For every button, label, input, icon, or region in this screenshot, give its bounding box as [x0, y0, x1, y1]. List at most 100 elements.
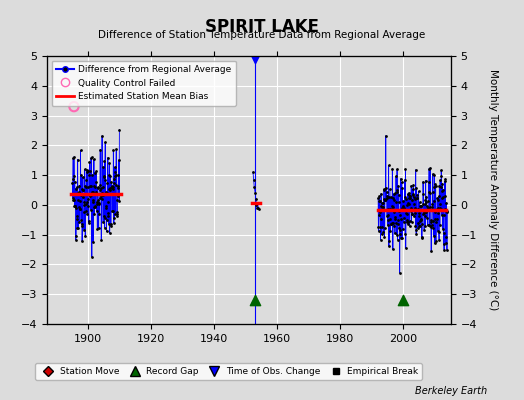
Point: [104, 172, 113, 178]
Point: [416, 218, 424, 224]
Point: [402, 202, 411, 208]
Point: [89, 239, 97, 245]
Point: [88, 154, 96, 160]
Point: [399, 198, 407, 204]
Point: [392, 189, 401, 196]
Point: [111, 172, 119, 179]
Point: [431, 240, 439, 247]
Point: [437, 167, 445, 174]
Point: [95, 200, 103, 206]
Point: [97, 190, 106, 196]
Point: [386, 228, 395, 234]
Point: [425, 190, 434, 196]
Point: [391, 214, 399, 220]
Point: [113, 193, 122, 200]
Point: [68, 180, 77, 186]
Point: [420, 208, 428, 214]
Point: [425, 204, 434, 210]
Point: [379, 196, 388, 202]
Point: [91, 204, 100, 210]
Point: [91, 170, 99, 176]
Point: [423, 205, 432, 212]
Point: [111, 168, 119, 175]
Point: [438, 180, 446, 187]
Point: [397, 216, 406, 222]
Point: [90, 183, 98, 189]
Point: [406, 195, 414, 202]
Point: [252, 202, 260, 208]
Point: [99, 219, 107, 226]
Point: [396, 227, 404, 233]
Point: [411, 205, 419, 212]
Point: [375, 193, 384, 200]
Point: [79, 186, 87, 193]
Point: [442, 208, 450, 214]
Point: [251, 190, 259, 196]
Point: [429, 218, 437, 225]
Point: [107, 179, 115, 185]
Point: [113, 211, 122, 217]
Point: [434, 193, 443, 200]
Point: [400, 205, 409, 211]
Point: [392, 232, 401, 238]
Point: [104, 154, 112, 161]
Point: [406, 223, 414, 230]
Point: [430, 172, 438, 178]
Point: [425, 222, 433, 228]
Point: [377, 203, 386, 209]
Point: [94, 191, 102, 198]
Point: [83, 211, 91, 218]
Point: [413, 195, 421, 201]
Point: [408, 211, 416, 217]
Point: [416, 202, 424, 209]
Point: [440, 212, 449, 219]
Point: [109, 208, 117, 215]
Point: [386, 186, 394, 192]
Point: [81, 183, 89, 190]
Point: [110, 180, 118, 186]
Point: [434, 197, 442, 204]
Point: [81, 233, 90, 240]
Point: [430, 216, 439, 222]
Point: [99, 192, 107, 198]
Point: [401, 231, 409, 238]
Point: [376, 198, 384, 204]
Point: [90, 156, 98, 162]
Point: [400, 214, 408, 221]
Point: [101, 215, 110, 221]
Point: [435, 237, 443, 243]
Point: [404, 220, 412, 227]
Point: [419, 210, 428, 216]
Point: [428, 204, 436, 210]
Point: [439, 186, 447, 193]
Point: [107, 185, 116, 192]
Point: [70, 202, 79, 209]
Point: [422, 209, 430, 216]
Point: [424, 206, 432, 213]
Point: [426, 165, 434, 171]
Point: [87, 192, 95, 198]
Point: [80, 198, 88, 205]
Point: [76, 198, 84, 205]
Point: [392, 199, 400, 206]
Point: [382, 196, 390, 202]
Point: [375, 198, 383, 204]
Point: [421, 223, 429, 230]
Point: [100, 172, 108, 179]
Point: [95, 195, 104, 202]
Point: [424, 198, 432, 204]
Point: [390, 222, 398, 229]
Point: [401, 166, 410, 172]
Point: [382, 185, 390, 192]
Point: [71, 186, 80, 192]
Point: [69, 197, 78, 203]
Point: [78, 223, 86, 229]
Point: [429, 189, 437, 195]
Point: [108, 184, 117, 191]
Point: [254, 200, 262, 206]
Point: [407, 182, 416, 189]
Point: [412, 230, 420, 237]
Text: SPIRIT LAKE: SPIRIT LAKE: [205, 18, 319, 36]
Point: [389, 204, 397, 210]
Point: [413, 207, 422, 214]
